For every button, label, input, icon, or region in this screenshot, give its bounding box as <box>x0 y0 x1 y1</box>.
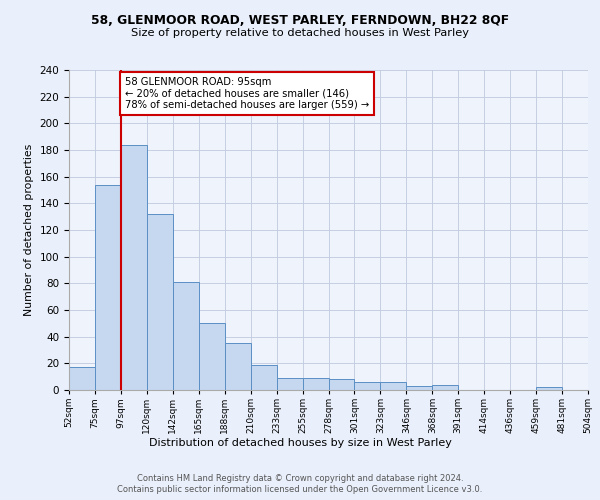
Bar <box>277 378 302 390</box>
Bar <box>69 368 95 390</box>
Bar <box>121 144 147 390</box>
Bar <box>147 214 173 390</box>
Bar <box>302 378 329 390</box>
Bar <box>225 344 251 390</box>
Text: Contains public sector information licensed under the Open Government Licence v3: Contains public sector information licen… <box>118 485 482 494</box>
Bar <box>355 382 380 390</box>
Y-axis label: Number of detached properties: Number of detached properties <box>24 144 34 316</box>
Bar <box>95 184 121 390</box>
Text: 58, GLENMOOR ROAD, WEST PARLEY, FERNDOWN, BH22 8QF: 58, GLENMOOR ROAD, WEST PARLEY, FERNDOWN… <box>91 14 509 27</box>
Bar <box>380 382 406 390</box>
Bar <box>536 388 562 390</box>
Bar <box>433 384 458 390</box>
Text: Contains HM Land Registry data © Crown copyright and database right 2024.: Contains HM Land Registry data © Crown c… <box>137 474 463 483</box>
Text: 58 GLENMOOR ROAD: 95sqm
← 20% of detached houses are smaller (146)
78% of semi-d: 58 GLENMOOR ROAD: 95sqm ← 20% of detache… <box>125 76 369 110</box>
Bar <box>173 282 199 390</box>
Text: Size of property relative to detached houses in West Parley: Size of property relative to detached ho… <box>131 28 469 38</box>
Bar <box>251 364 277 390</box>
Text: Distribution of detached houses by size in West Parley: Distribution of detached houses by size … <box>149 438 451 448</box>
Bar <box>329 380 355 390</box>
Bar <box>406 386 432 390</box>
Bar <box>199 324 224 390</box>
